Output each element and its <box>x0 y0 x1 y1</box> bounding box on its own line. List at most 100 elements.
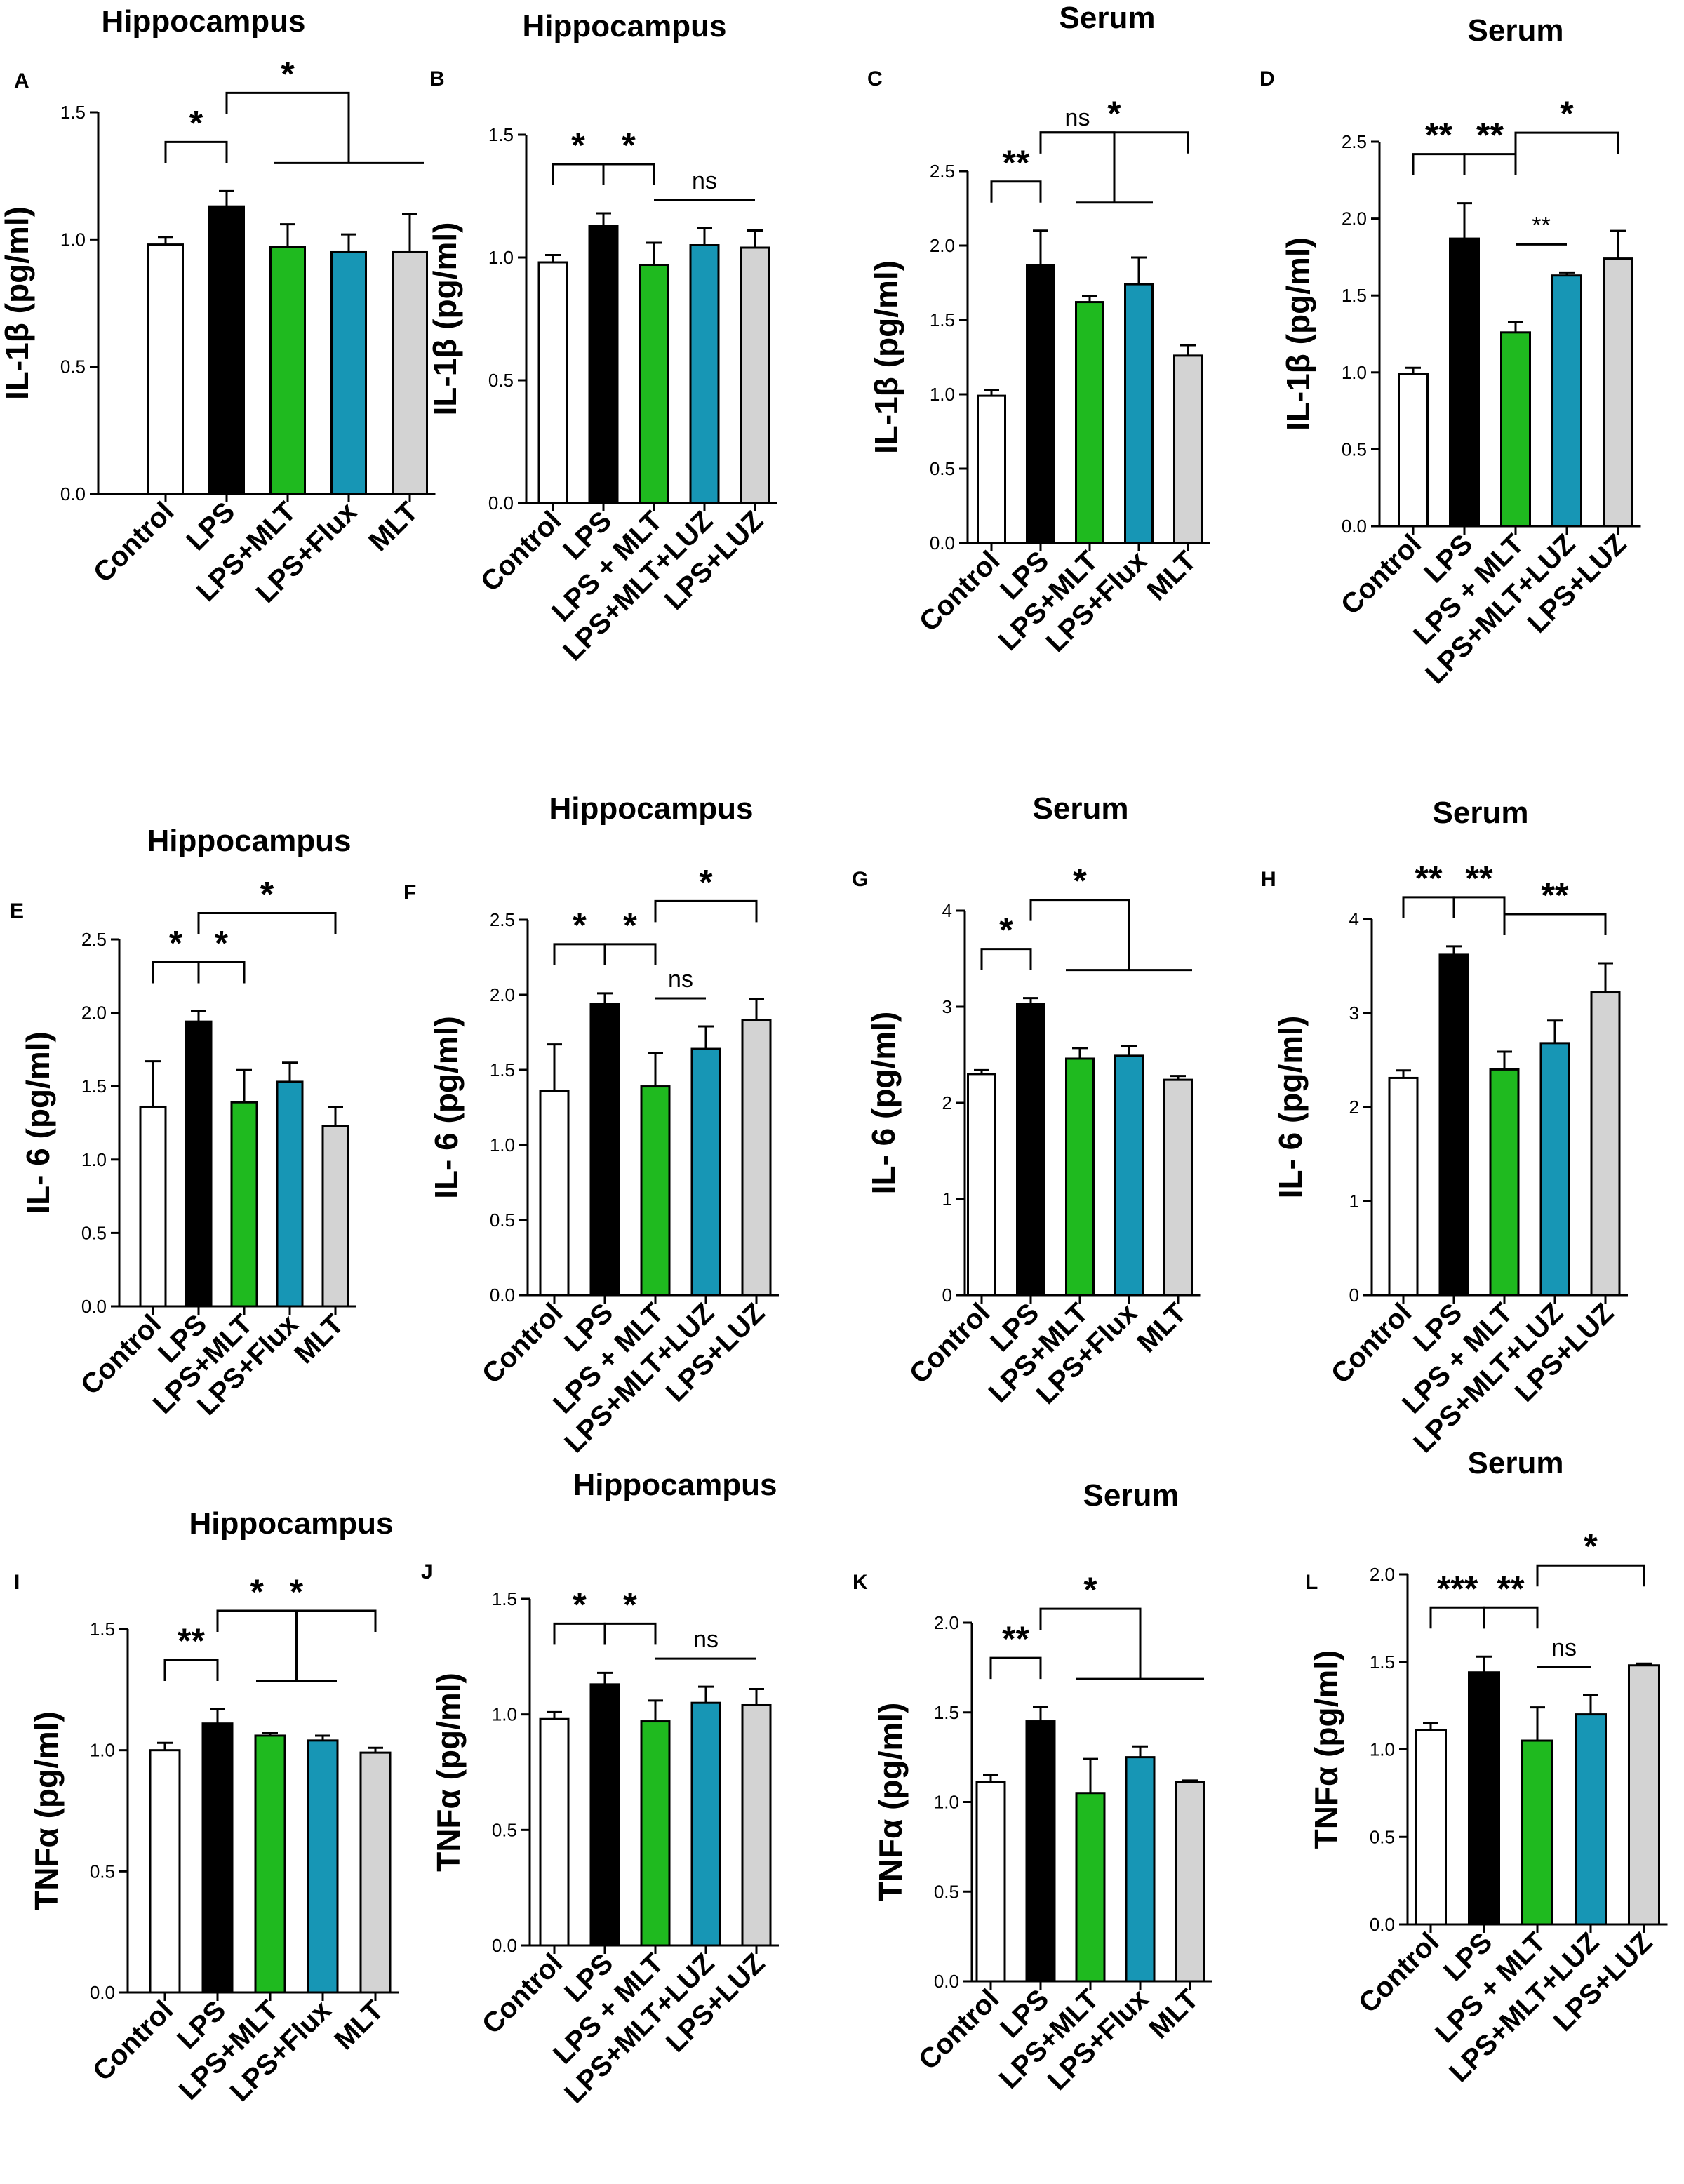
x-tick-label: Control <box>1353 1927 1445 2019</box>
significance-bracket <box>1452 896 1506 918</box>
significance-bracket <box>163 1659 219 1681</box>
bar-lps <box>1449 237 1480 528</box>
y-tick-label: 0.0 <box>934 1971 959 1992</box>
significance-label: ** <box>1497 1569 1525 1608</box>
x-tick-label: Control <box>88 496 180 589</box>
x-tick-label: Control <box>904 1297 996 1390</box>
chart-title: Serum <box>1083 1478 1180 1513</box>
significance-label: ** <box>1425 116 1452 155</box>
significance-label: * <box>169 924 183 963</box>
significance-bracket <box>1483 1606 1539 1629</box>
panel-f: F Hippocampus IL- 6 (pg/ml) 0.0 0.5 1.0 1.5 2.0… <box>403 791 779 1459</box>
x-tick-label: Control <box>913 1983 1005 2076</box>
bar-lps-mlt <box>1065 1057 1095 1297</box>
bar-mlt <box>1175 1781 1205 1983</box>
x-tick-label: MLT <box>328 1995 389 2056</box>
significance-bracket <box>1029 899 1130 970</box>
y-tick-label: 0.0 <box>81 1296 107 1317</box>
y-tick-label: 1.5 <box>81 1076 107 1097</box>
y-tick-label: 1.0 <box>492 1704 517 1725</box>
significance-label: * <box>623 1585 637 1624</box>
significance-label: * <box>189 103 203 142</box>
bar-mlt <box>321 1125 349 1308</box>
significance-bracket <box>980 948 1032 970</box>
y-tick-label: 0.5 <box>1370 1826 1395 1847</box>
bar-control <box>139 1105 167 1308</box>
panel-letter: K <box>853 1571 868 1594</box>
y-tick-label: 1.0 <box>1342 362 1367 383</box>
panel-i: I Hippocampus TNFα (pg/ml) 0.0 0.5 1.0 1.5 Cont… <box>14 1506 399 2108</box>
bar-mlt <box>392 250 428 495</box>
y-axis-label: IL-1β (pg/ml) <box>427 222 463 416</box>
y-tick-label: 0 <box>1349 1285 1359 1306</box>
bar-lps-mlt <box>1489 1068 1520 1297</box>
bar-lps-mlt-luz <box>690 1047 721 1297</box>
chart-title: Serum <box>1433 796 1529 830</box>
y-axis-label: TNFα (pg/ml) <box>430 1673 467 1872</box>
panel-a: A Hippocampus IL-1β (pg/ml) 0.0 0.5 1.0 1.5 Con… <box>0 4 436 609</box>
y-tick-label: 0.5 <box>60 356 86 377</box>
significance-bracket <box>1039 131 1116 203</box>
y-axis-label: TNFα (pg/ml) <box>1308 1650 1344 1849</box>
significance-bracket <box>603 1622 657 1645</box>
significance-bracket <box>1514 131 1619 154</box>
x-tick-label: Control <box>914 545 1006 638</box>
significance-label: ns <box>692 168 717 194</box>
y-tick-label: 1.0 <box>81 1149 107 1170</box>
bar-control <box>967 1073 996 1297</box>
bar-control <box>1415 1729 1447 1926</box>
panel-letter: G <box>852 868 868 891</box>
bar-lps-flux <box>276 1080 304 1308</box>
significance-label: * <box>281 54 295 93</box>
y-tick-label: 0.5 <box>90 1861 115 1882</box>
y-tick-label: 1.5 <box>60 102 86 123</box>
bar-lps-luz <box>740 246 770 504</box>
bar-lps-mlt <box>1500 331 1531 528</box>
bar-lps <box>1025 1720 1056 1983</box>
bar-control <box>539 1717 570 1947</box>
significance-label: * <box>999 911 1013 950</box>
y-axis-label: IL- 6 (pg/ml) <box>1272 1016 1309 1199</box>
bar-control <box>1388 1076 1419 1297</box>
y-tick-label: 1.0 <box>488 247 514 268</box>
x-tick-label: MLT <box>288 1308 349 1369</box>
significance-bracket <box>1536 1564 1645 1587</box>
significance-label: * <box>1073 862 1087 901</box>
y-axis-label: IL-1β (pg/ml) <box>1280 237 1316 431</box>
y-tick-label: 1.0 <box>60 229 86 250</box>
y-tick-label: 1.5 <box>490 1059 515 1080</box>
x-tick-label: Control <box>475 505 568 598</box>
significance-label: * <box>250 1572 265 1612</box>
y-tick-label: 2.5 <box>930 161 955 182</box>
y-tick-label: 2.5 <box>490 909 515 930</box>
significance-label: *** <box>1437 1569 1478 1608</box>
bar-lps <box>1468 1671 1500 1926</box>
significance-label: ** <box>1003 143 1030 182</box>
bar-control <box>149 1749 181 1994</box>
significance-label: * <box>215 924 229 963</box>
y-tick-label: 1.5 <box>492 1588 517 1609</box>
y-tick-label: 0.5 <box>488 370 514 391</box>
significance-bracket <box>1463 153 1517 175</box>
bar-lps-luz <box>741 1019 772 1297</box>
chart-title: Hippocampus <box>549 791 754 826</box>
bar-control <box>977 394 1006 544</box>
y-tick-label: 1 <box>1349 1191 1359 1212</box>
panel-j: J Hippocampus TNFα (pg/ml) 0.0 0.5 1.0 1.5 Cont… <box>421 1468 779 2109</box>
y-tick-label: 1.5 <box>90 1619 115 1640</box>
bar-lps-flux <box>330 250 367 495</box>
y-tick-label: 1.5 <box>1342 285 1367 306</box>
y-axis-label: TNFα (pg/ml) <box>28 1711 65 1910</box>
significance-bracket <box>1039 131 1189 154</box>
significance-bracket <box>990 180 1042 203</box>
bar-lps-flux <box>307 1739 339 1994</box>
significance-label: * <box>290 1572 304 1612</box>
y-tick-label: 0.0 <box>492 1935 517 1956</box>
bar-lps <box>589 1683 620 1947</box>
bar-lps-luz <box>1628 1664 1660 1926</box>
chart-title: Hippocampus <box>573 1468 777 1502</box>
chart-title: Serum <box>1033 791 1129 826</box>
y-tick-label: 0.0 <box>90 1982 115 2003</box>
y-tick-label: 3 <box>942 996 952 1017</box>
